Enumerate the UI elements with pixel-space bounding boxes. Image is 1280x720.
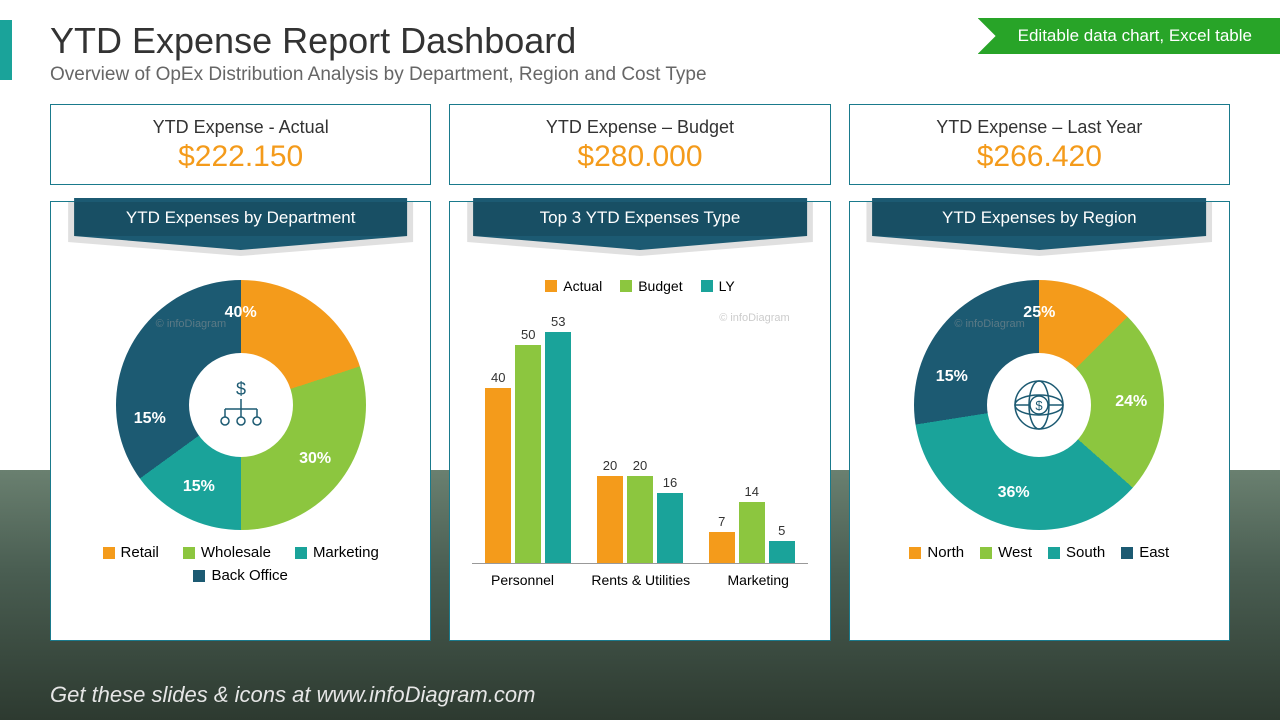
panel-title: Top 3 YTD Expenses Type [473, 198, 807, 236]
legend-item: East [1121, 544, 1169, 561]
watermark: © infoDiagram [719, 312, 789, 324]
legend-item: Wholesale [183, 544, 271, 561]
panel-title: YTD Expenses by Department [74, 198, 408, 236]
kpi-row: YTD Expense - Actual $222.150 YTD Expens… [0, 94, 1280, 185]
legend-item: Actual [545, 278, 602, 294]
legend-label: Actual [563, 278, 602, 294]
kpi-label: YTD Expense – Last Year [858, 117, 1221, 138]
segment-label: 15% [936, 368, 968, 386]
legend-label: West [998, 544, 1032, 561]
legend-item: LY [701, 278, 735, 294]
kpi-value: $266.420 [858, 140, 1221, 174]
kpi-value: $222.150 [59, 140, 422, 174]
segment-label: 40% [225, 304, 257, 322]
legend-label: North [927, 544, 964, 561]
bar: 20 [627, 476, 653, 563]
bar: 50 [515, 345, 541, 563]
segment-label: 15% [134, 410, 166, 428]
segment-label: 30% [299, 450, 331, 468]
kpi-actual: YTD Expense - Actual $222.150 [50, 104, 431, 185]
segment-label: 25% [1023, 304, 1055, 322]
bar-group: 202016 [597, 476, 683, 563]
panel-title: YTD Expenses by Region [872, 198, 1206, 236]
legend-label: Wholesale [201, 544, 271, 561]
bar-value: 16 [663, 475, 677, 490]
bar: 7 [709, 532, 735, 563]
panel-region: YTD Expenses by Region © infoDiagram $ 2… [849, 201, 1230, 641]
bar-chart: 4050532020167145 PersonnelRents & Utilit… [450, 294, 829, 640]
panel-department: YTD Expenses by Department © infoDiagram… [50, 201, 431, 641]
legend-label: South [1066, 544, 1105, 561]
globe-money-icon: $ [1009, 375, 1069, 435]
swatch [295, 547, 307, 559]
panel-expense-type: Top 3 YTD Expenses Type Actual Budget LY ©… [449, 201, 830, 641]
svg-text:$: $ [1036, 398, 1044, 413]
legend-label: Marketing [313, 544, 379, 561]
header: YTD Expense Report Dashboard Overview of… [0, 0, 1280, 94]
bar: 53 [545, 332, 571, 563]
charts-row: YTD Expenses by Department © infoDiagram… [0, 185, 1280, 641]
swatch [193, 570, 205, 582]
bar: 16 [657, 493, 683, 563]
swatch [701, 280, 713, 292]
legend-item: Budget [620, 278, 682, 294]
bar-category-label: Rents & Utilities [591, 572, 690, 588]
donut-chart-department: © infoDiagram $ 40% 30% 15% 15% [116, 280, 366, 530]
bar: 14 [739, 502, 765, 563]
kpi-value: $280.000 [458, 140, 821, 174]
kpi-lastyear: YTD Expense – Last Year $266.420 [849, 104, 1230, 185]
watermark: © infoDiagram [954, 318, 1024, 330]
bar-value: 14 [745, 484, 759, 499]
bar-value: 7 [718, 514, 725, 529]
legend-label: LY [719, 278, 735, 294]
legend-label: Retail [121, 544, 159, 561]
legend-label: East [1139, 544, 1169, 561]
bar-value: 20 [633, 458, 647, 473]
kpi-budget: YTD Expense – Budget $280.000 [449, 104, 830, 185]
legend-item: Marketing [295, 544, 379, 561]
swatch [183, 547, 195, 559]
legend-region: North West South East [909, 544, 1169, 561]
bar-value: 53 [551, 314, 565, 329]
swatch [103, 547, 115, 559]
swatch [1121, 547, 1133, 559]
bar-group: 7145 [709, 502, 795, 563]
legend-department: Retail Wholesale Marketing Back Office [51, 544, 430, 584]
bar-value: 40 [491, 370, 505, 385]
segment-label: 15% [183, 478, 215, 496]
svg-text:$: $ [236, 379, 246, 399]
swatch [909, 547, 921, 559]
legend-item: Retail [103, 544, 159, 561]
bar-group: 405053 [485, 332, 571, 563]
kpi-label: YTD Expense – Budget [458, 117, 821, 138]
segment-label: 36% [998, 484, 1030, 502]
swatch [620, 280, 632, 292]
kpi-label: YTD Expense - Actual [59, 117, 422, 138]
watermark: © infoDiagram [156, 318, 226, 330]
bar-value: 5 [778, 523, 785, 538]
donut-chart-region: © infoDiagram $ 25% 24% 36% 15% [914, 280, 1164, 530]
segment-label: 24% [1115, 393, 1147, 411]
legend-label: Back Office [211, 567, 287, 584]
legend-label: Budget [638, 278, 682, 294]
bar-category-label: Marketing [728, 572, 789, 588]
bar: 5 [769, 541, 795, 563]
legend-item: West [980, 544, 1032, 561]
bar-category-label: Personnel [491, 572, 554, 588]
swatch [545, 280, 557, 292]
org-money-icon: $ [213, 377, 269, 433]
footer-text: Get these slides & icons at www.infoDiag… [50, 682, 535, 708]
bar-value: 20 [603, 458, 617, 473]
swatch [980, 547, 992, 559]
ribbon-badge: Editable data chart, Excel table [978, 18, 1280, 54]
bar-legend: Actual Budget LY [545, 278, 734, 294]
swatch [1048, 547, 1060, 559]
bar: 40 [485, 388, 511, 563]
bar-value: 50 [521, 327, 535, 342]
page-subtitle: Overview of OpEx Distribution Analysis b… [50, 64, 1230, 86]
legend-item: North [909, 544, 964, 561]
legend-item: South [1048, 544, 1105, 561]
bar: 20 [597, 476, 623, 563]
legend-item: Back Office [193, 567, 287, 584]
